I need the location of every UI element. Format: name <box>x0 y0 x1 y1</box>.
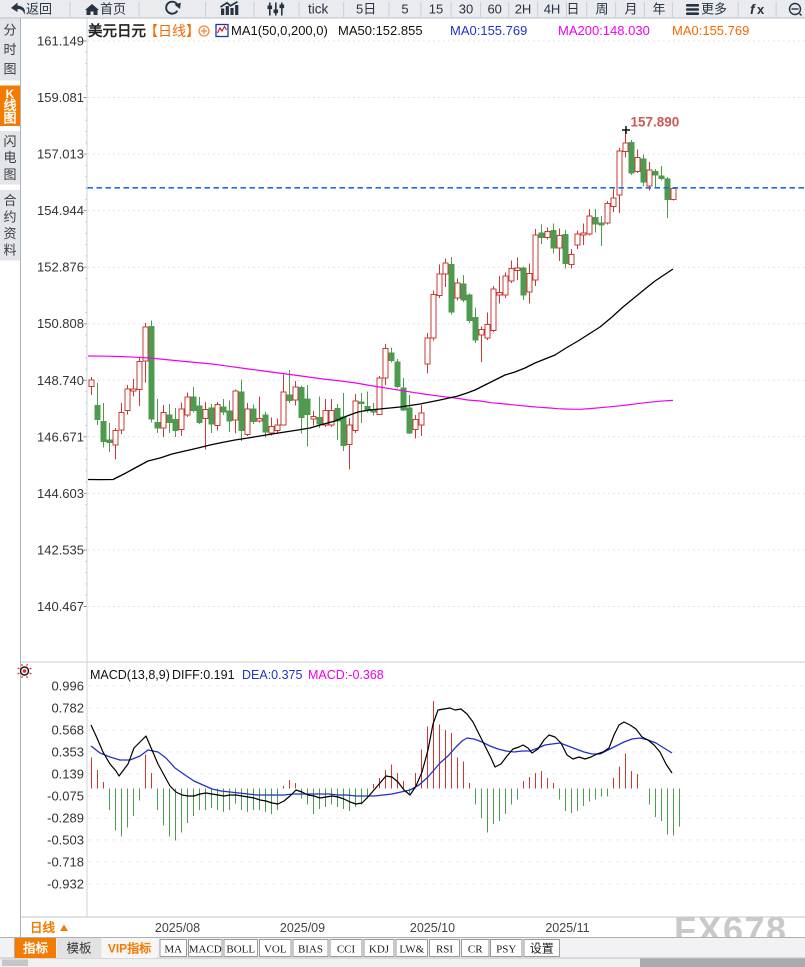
svg-text:-0.289: -0.289 <box>47 810 84 825</box>
svg-text:月: 月 <box>624 2 637 17</box>
svg-text:-0.932: -0.932 <box>47 876 84 891</box>
svg-text:PSY: PSY <box>496 944 516 956</box>
svg-text:【日线】: 【日线】 <box>144 23 200 39</box>
svg-text:闪: 闪 <box>3 134 16 149</box>
svg-text:BIAS: BIAS <box>298 944 323 956</box>
svg-text:5: 5 <box>401 2 408 17</box>
svg-text:MA0:155.769: MA0:155.769 <box>450 23 527 38</box>
svg-text:MACD: MACD <box>189 944 222 956</box>
svg-text:更多: 更多 <box>701 2 727 17</box>
svg-text:f: f <box>750 1 756 17</box>
svg-text:4H: 4H <box>544 2 561 17</box>
svg-text:5日: 5日 <box>356 2 376 17</box>
svg-text:CR: CR <box>468 944 483 956</box>
svg-text:设置: 设置 <box>530 942 554 956</box>
svg-text:日线: 日线 <box>30 920 56 935</box>
svg-text:图: 图 <box>3 61 16 76</box>
svg-text:161.149: 161.149 <box>37 34 84 49</box>
svg-text:K: K <box>6 87 15 101</box>
svg-text:tick: tick <box>308 2 329 17</box>
svg-text:模板: 模板 <box>66 942 92 956</box>
svg-text:0.782: 0.782 <box>51 700 84 715</box>
svg-text:2025/11: 2025/11 <box>545 921 589 935</box>
svg-text:154.944: 154.944 <box>37 203 84 218</box>
svg-text:60: 60 <box>487 2 501 17</box>
svg-text:-0.503: -0.503 <box>47 832 84 847</box>
svg-text:电: 电 <box>3 150 16 165</box>
svg-text:159.081: 159.081 <box>37 90 84 105</box>
svg-text:VOL: VOL <box>264 944 287 956</box>
svg-text:BOLL: BOLL <box>226 944 255 956</box>
svg-text:2025/08: 2025/08 <box>155 921 200 935</box>
svg-text:0.139: 0.139 <box>51 766 84 781</box>
svg-text:30: 30 <box>459 2 473 17</box>
svg-text:KDJ: KDJ <box>369 944 390 956</box>
svg-text:-0.075: -0.075 <box>47 788 84 803</box>
svg-text:x: x <box>757 2 765 17</box>
svg-text:周: 周 <box>595 2 608 17</box>
svg-text:首页: 首页 <box>100 2 126 17</box>
svg-text:2025/10: 2025/10 <box>410 921 455 935</box>
svg-text:0.353: 0.353 <box>51 744 84 759</box>
svg-text:MACD(13,8,9): MACD(13,8,9) <box>90 668 170 682</box>
svg-text:料: 料 <box>3 243 16 258</box>
svg-text:MA0:155.769: MA0:155.769 <box>672 23 749 38</box>
svg-text:DEA:0.375: DEA:0.375 <box>242 668 303 682</box>
svg-text:分: 分 <box>3 23 16 38</box>
svg-text:146.671: 146.671 <box>37 429 84 444</box>
svg-text:日: 日 <box>566 2 579 17</box>
svg-text:2H: 2H <box>515 2 532 17</box>
svg-text:美元日元: 美元日元 <box>88 22 146 40</box>
svg-text:MA200:148.030: MA200:148.030 <box>558 23 650 38</box>
svg-text:-0.718: -0.718 <box>47 854 84 869</box>
svg-text:MACD:-0.368: MACD:-0.368 <box>308 668 384 682</box>
svg-text:图: 图 <box>3 167 16 182</box>
svg-text:148.740: 148.740 <box>37 373 84 388</box>
svg-text:MA50:152.855: MA50:152.855 <box>338 23 423 38</box>
svg-text:MA1(50,0,200,0): MA1(50,0,200,0) <box>231 23 328 38</box>
svg-text:CCI: CCI <box>337 944 356 956</box>
svg-text:图: 图 <box>3 110 16 125</box>
svg-text:140.467: 140.467 <box>37 599 84 614</box>
svg-text:时: 时 <box>3 42 16 57</box>
svg-text:157.013: 157.013 <box>37 147 84 162</box>
svg-text:约: 约 <box>3 209 16 224</box>
svg-text:15: 15 <box>429 2 443 17</box>
svg-text:MA: MA <box>164 944 182 956</box>
svg-text:DIFF:0.191: DIFF:0.191 <box>172 668 235 682</box>
svg-text:合: 合 <box>3 193 16 208</box>
svg-text:RSI: RSI <box>436 944 453 956</box>
svg-text:152.876: 152.876 <box>37 260 84 275</box>
svg-text:返回: 返回 <box>26 2 52 17</box>
svg-text:0.568: 0.568 <box>51 722 84 737</box>
svg-text:LW&: LW& <box>399 944 424 956</box>
svg-text:线: 线 <box>3 98 16 113</box>
svg-text:144.603: 144.603 <box>37 486 84 501</box>
svg-text:年: 年 <box>652 2 665 17</box>
svg-text:0.996: 0.996 <box>51 678 84 693</box>
svg-text:指标: 指标 <box>23 941 49 956</box>
svg-text:VIP指标: VIP指标 <box>108 941 151 956</box>
svg-text:150.808: 150.808 <box>37 316 84 331</box>
svg-text:157.890: 157.890 <box>631 115 680 130</box>
svg-text:资: 资 <box>3 226 16 241</box>
svg-text:2025/09: 2025/09 <box>280 921 325 935</box>
svg-text:142.535: 142.535 <box>37 543 84 558</box>
